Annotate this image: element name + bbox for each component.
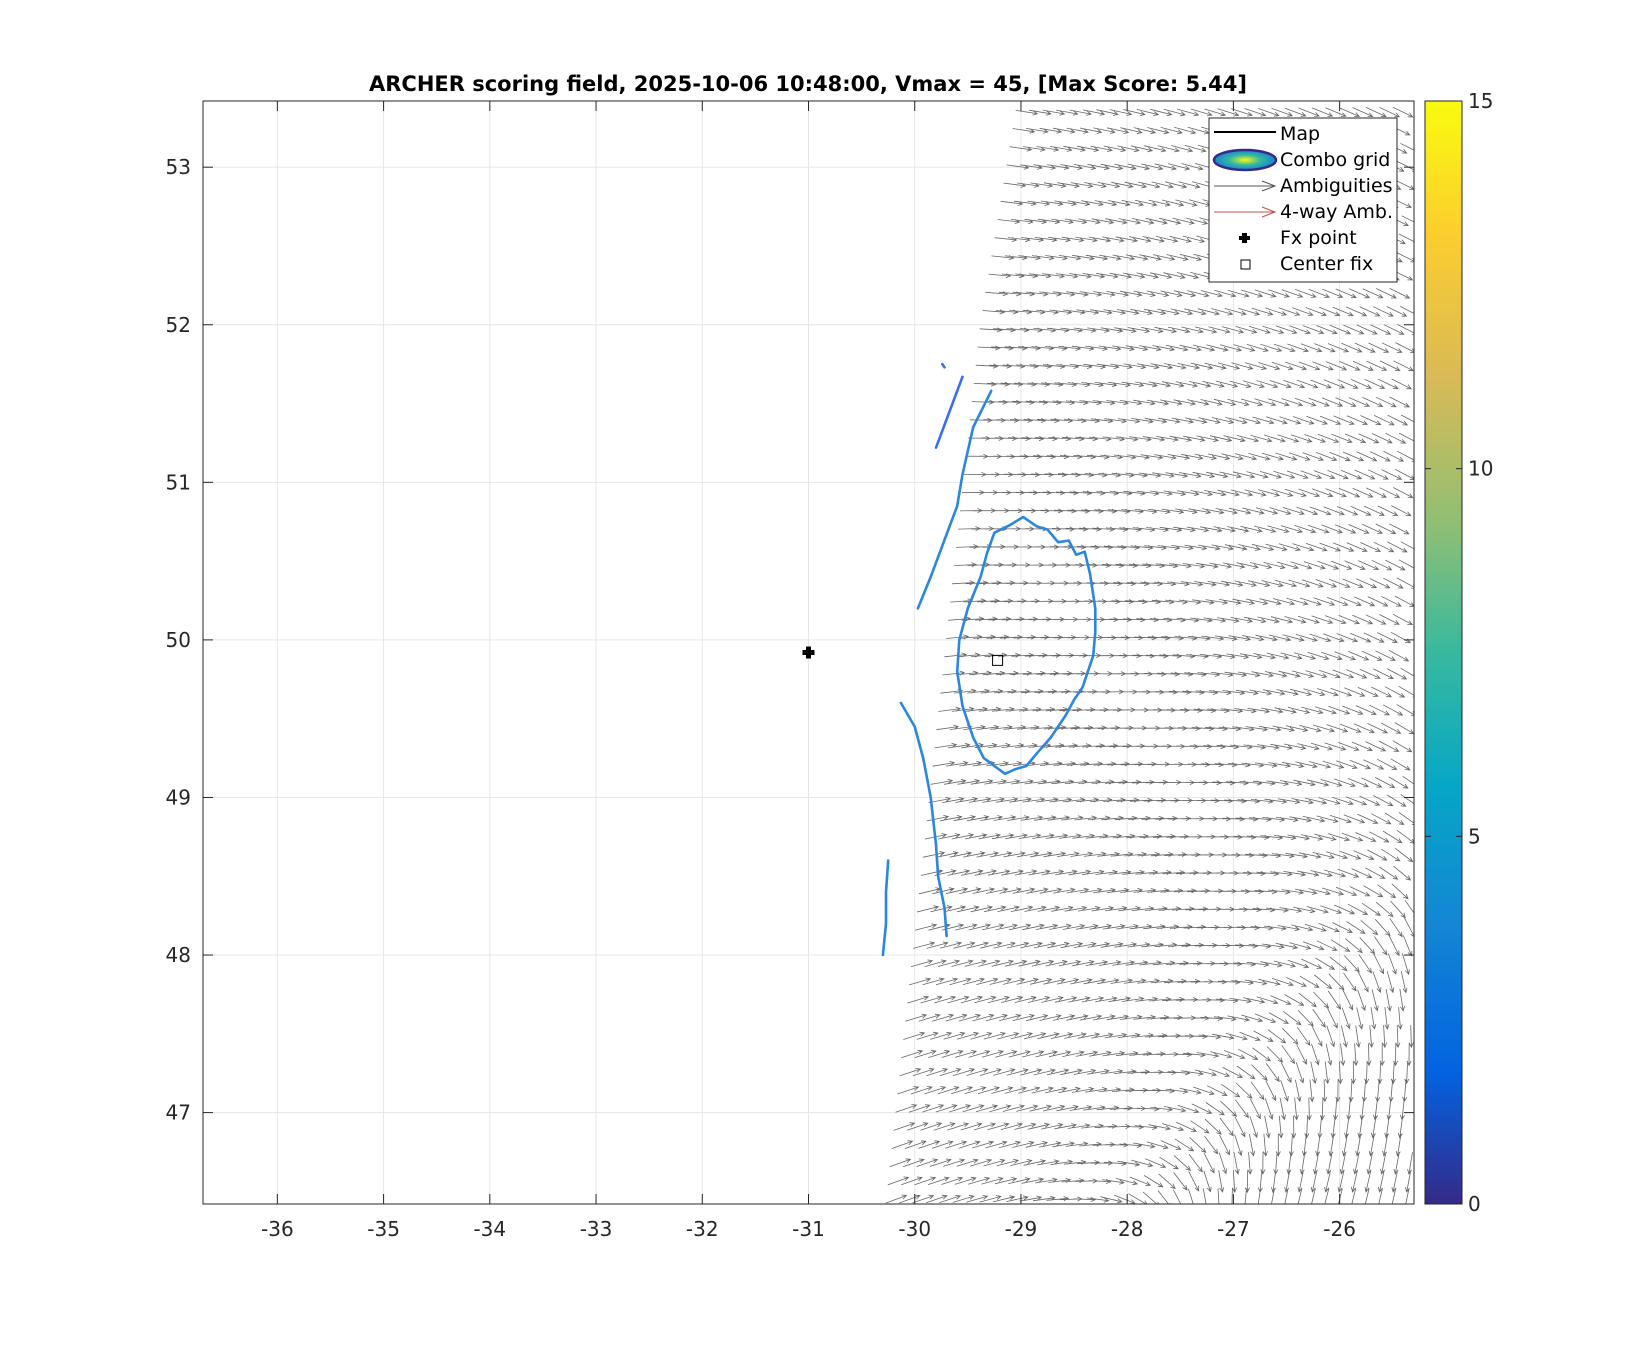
score-contour: [881, 859, 890, 957]
ambiguity-arrows: [885, 106, 1414, 1204]
score-contour: [899, 701, 948, 938]
ambiguities-arrow-icon: [1214, 180, 1277, 192]
y-tick-label: 53: [166, 155, 191, 179]
legend-entry-label: Combo grid: [1280, 149, 1390, 171]
fx-point-icon: [1239, 233, 1250, 243]
x-tick-label: -32: [686, 1217, 719, 1241]
x-tick-label: -33: [580, 1217, 613, 1241]
x-tick-label: -26: [1323, 1217, 1356, 1241]
legend-entry-label: Center fix: [1280, 253, 1373, 275]
y-tick-label: 51: [166, 470, 191, 494]
ambiguity-vectors: [885, 106, 1414, 1204]
colorbar-ticks: 0 5 10 15: [1425, 89, 1493, 1216]
y-tick-label: 50: [166, 628, 191, 652]
score-contour: [916, 389, 993, 610]
score-contour: [955, 515, 1097, 776]
colorbar-tick-label: 0: [1468, 1192, 1481, 1216]
y-tick-label: 47: [166, 1101, 191, 1125]
legend-entry-label: 4-way Amb.: [1280, 201, 1393, 223]
legend-entry-label: Fx point: [1280, 227, 1357, 249]
y-axis: 47 48 49 50 51 52 53: [166, 155, 1414, 1125]
fx-point-marker: [802, 646, 815, 659]
combo-grid-icon: [1212, 148, 1278, 172]
score-contour: [934, 375, 964, 449]
colorbar-tick-label: 15: [1468, 89, 1493, 113]
colorbar-tick-label: 10: [1468, 457, 1493, 481]
x-tick-label: -30: [898, 1217, 931, 1241]
x-tick-label: -36: [261, 1217, 294, 1241]
x-tick-label: -28: [1111, 1217, 1144, 1241]
colorbar: [1424, 100, 1463, 1205]
x-tick-label: -29: [1005, 1217, 1038, 1241]
x-tick-label: -27: [1217, 1217, 1250, 1241]
x-axis: -36 -35 -34 -33 -32 -31 -30 -29 -28 -27 -26: [261, 101, 1356, 1241]
legend-box: [1208, 117, 1398, 283]
chart-title: ARCHER scoring field, 2025-10-06 10:48:0…: [369, 72, 1247, 96]
x-tick-label: -35: [367, 1217, 400, 1241]
markers: [802, 646, 1004, 666]
colorbar-tick-label: 5: [1468, 824, 1481, 848]
score-contours: [881, 362, 1097, 957]
legend-entry-label: Map: [1280, 123, 1320, 145]
center-fix-marker: [992, 654, 1004, 666]
four-way-arrow-icon: [1214, 206, 1277, 218]
y-tick-label: 48: [166, 943, 191, 967]
x-tick-label: -34: [473, 1217, 506, 1241]
score-contour: [941, 362, 946, 369]
x-tick-label: -31: [792, 1217, 825, 1241]
legend: Map Combo grid Ambiguities 4-way Amb. Fx poi…: [1208, 117, 1398, 283]
legend-entry-label: Ambiguities: [1280, 175, 1393, 197]
y-tick-label: 49: [166, 785, 191, 809]
center-fix-icon: [1240, 259, 1251, 270]
y-tick-label: 52: [166, 313, 191, 337]
